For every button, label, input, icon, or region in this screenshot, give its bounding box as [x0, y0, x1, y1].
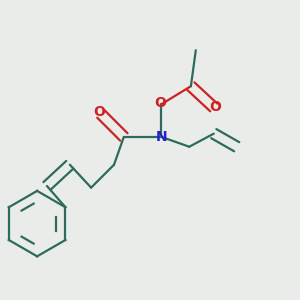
Text: O: O: [93, 105, 105, 119]
Text: O: O: [154, 96, 166, 110]
Text: O: O: [209, 100, 221, 115]
Text: N: N: [156, 130, 167, 144]
